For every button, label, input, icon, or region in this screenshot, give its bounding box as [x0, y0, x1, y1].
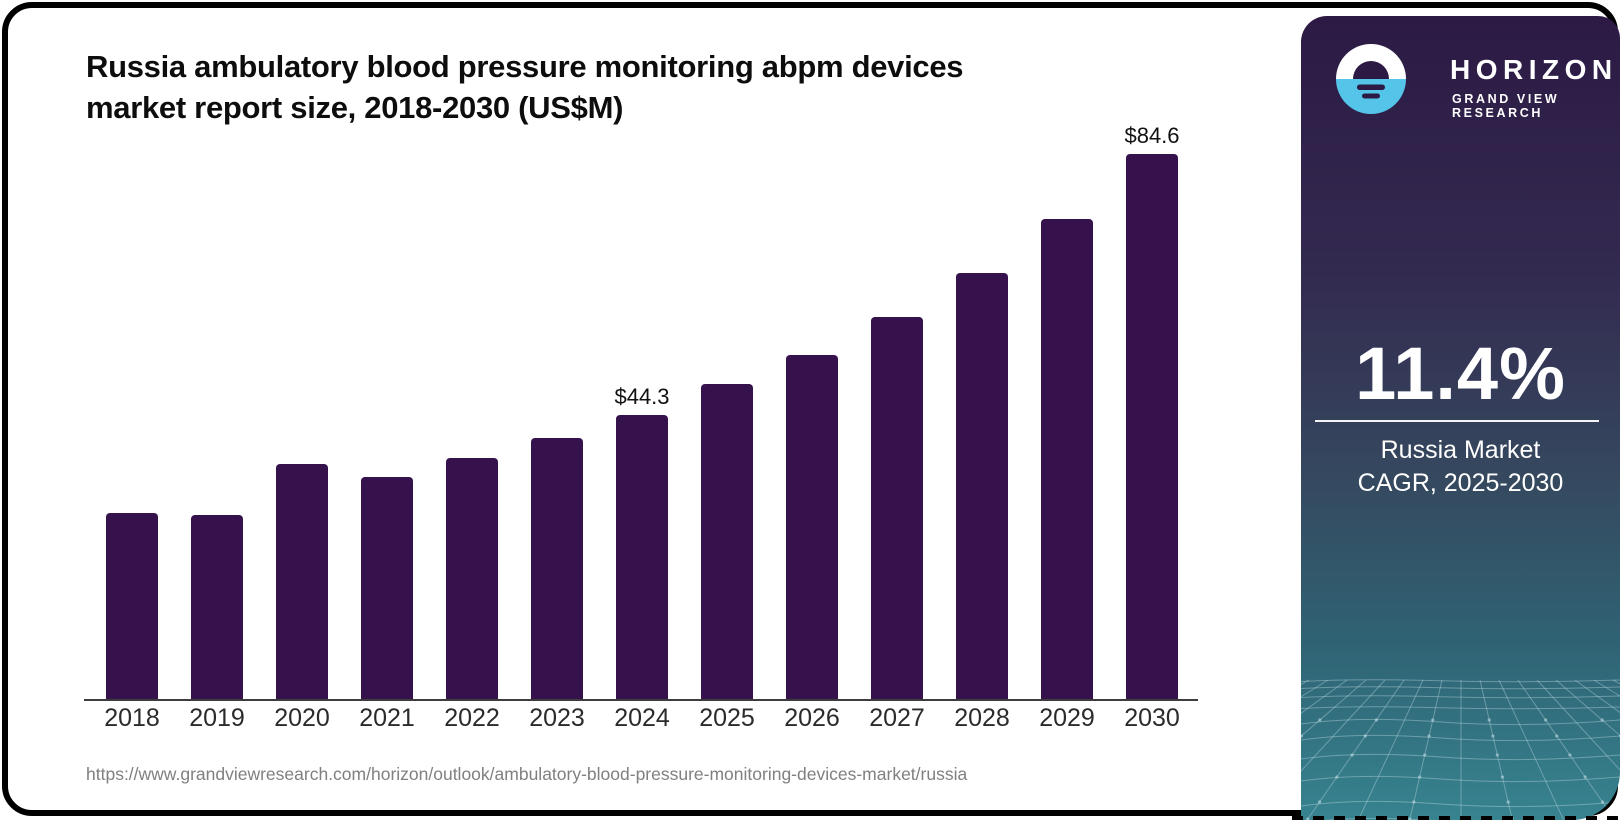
- cagr-stat-caption: Russia Market CAGR, 2025-2030: [1301, 434, 1620, 500]
- x-axis-line: [84, 699, 1198, 701]
- x-tick-label-2030: 2030: [1124, 704, 1180, 732]
- bar-2028: [956, 273, 1008, 701]
- x-tick-label-2018: 2018: [104, 704, 160, 732]
- stat-caption-line2: CAGR, 2025-2030: [1357, 469, 1564, 497]
- x-tick-label-2019: 2019: [189, 704, 245, 732]
- bar-2020: [276, 464, 328, 701]
- brand-subtitle: GRAND VIEW RESEARCH: [1452, 92, 1560, 120]
- bar-2021: [361, 477, 413, 701]
- brand-logo: HORIZON GRAND VIEW RESEARCH: [1336, 36, 1612, 122]
- bar-2030: [1126, 154, 1178, 701]
- x-tick-label-2021: 2021: [359, 704, 415, 732]
- x-tick-label-2027: 2027: [869, 704, 925, 732]
- chart-title: Russia ambulatory blood pressure monitor…: [86, 46, 1226, 128]
- x-tick-label-2029: 2029: [1039, 704, 1095, 732]
- bar-2025: [701, 384, 753, 701]
- bar-2029: [1041, 219, 1093, 701]
- chart-title-line1: Russia ambulatory blood pressure monitor…: [86, 49, 964, 84]
- bar-2023: [531, 438, 583, 701]
- cagr-stat-value: 11.4%: [1355, 332, 1566, 415]
- barcode-strip: [1292, 816, 1620, 820]
- source-url: https://www.grandviewresearch.com/horizo…: [86, 764, 968, 784]
- x-tick-label-2022: 2022: [444, 704, 500, 732]
- stat-caption-line1: Russia Market: [1380, 436, 1541, 464]
- x-tick-label-2020: 2020: [274, 704, 330, 732]
- bar-value-label-2030: $84.6: [1124, 123, 1180, 148]
- bar-2022: [446, 458, 498, 701]
- bar-value-label-2024: $44.3: [614, 384, 670, 409]
- bar-2026: [786, 355, 838, 701]
- bar-2027: [871, 317, 923, 701]
- brand-name: HORIZON: [1450, 54, 1618, 85]
- x-tick-label-2023: 2023: [529, 704, 585, 732]
- bar-2019: [191, 515, 243, 701]
- chart-title-line2: market report size, 2018-2030 (US$M): [86, 90, 624, 125]
- bar-2024: [616, 415, 668, 701]
- x-tick-label-2026: 2026: [784, 704, 840, 732]
- horizon-sun-icon: [1336, 44, 1406, 114]
- wireframe-mesh-pattern: [1301, 679, 1620, 820]
- bar-2018: [106, 513, 158, 701]
- stat-divider: [1315, 420, 1599, 422]
- sidebar-panel: HORIZON GRAND VIEW RESEARCH 11.4% Russia…: [1301, 16, 1620, 820]
- x-tick-label-2024: 2024: [614, 704, 670, 732]
- x-tick-label-2028: 2028: [954, 704, 1010, 732]
- x-tick-label-2025: 2025: [699, 704, 755, 732]
